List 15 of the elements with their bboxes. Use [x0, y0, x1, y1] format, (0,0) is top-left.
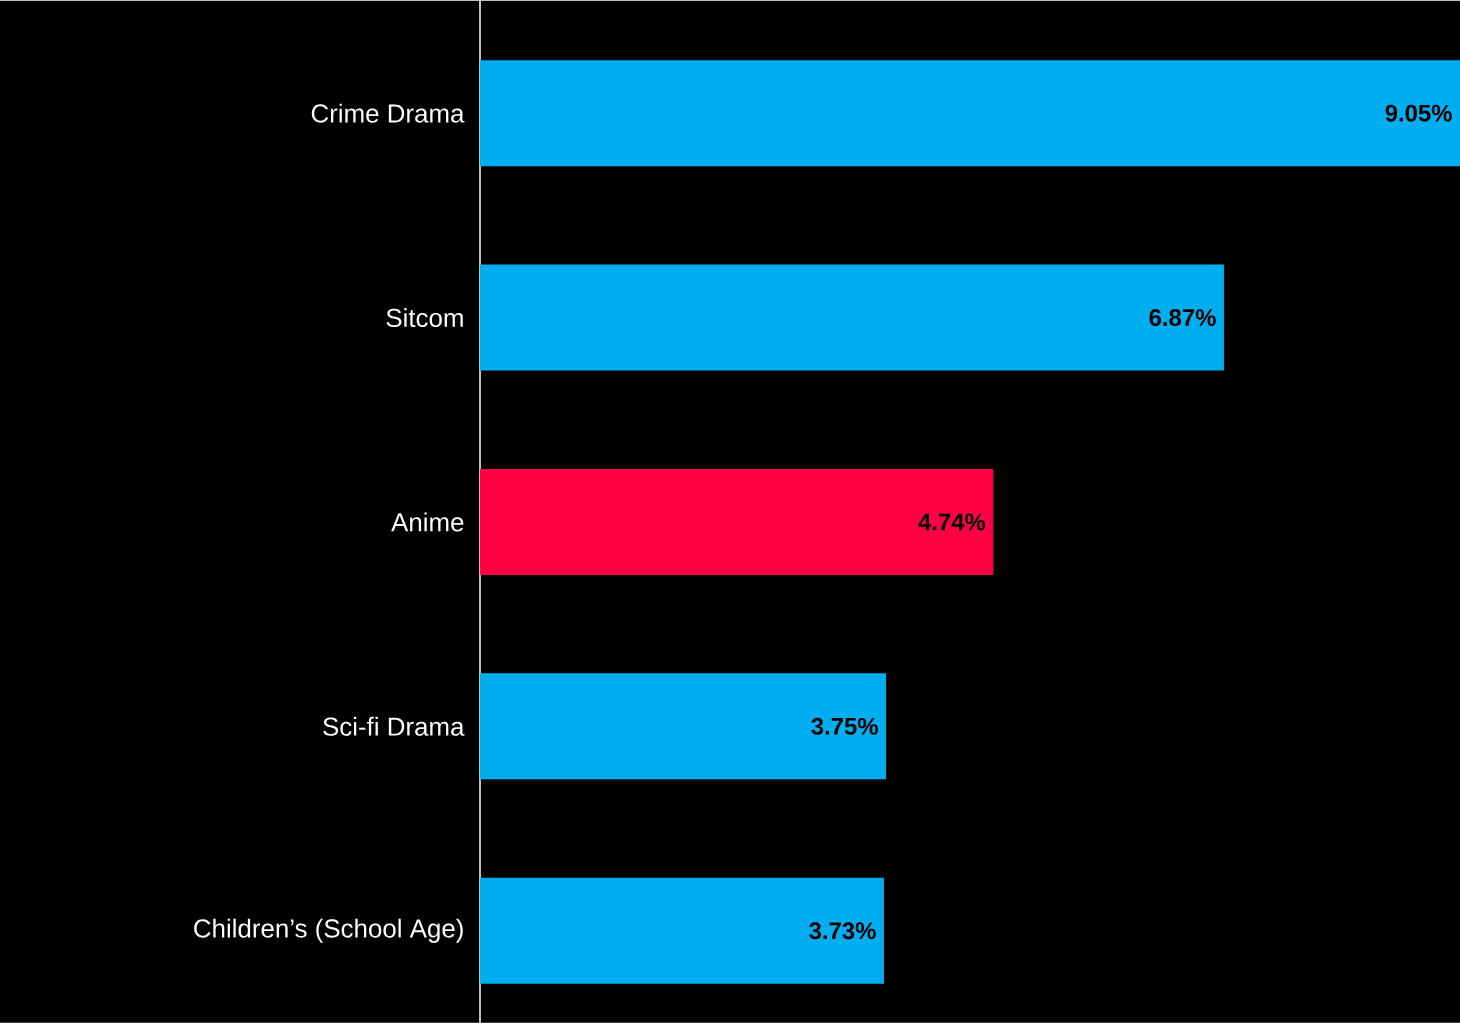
data-label: 4.74% [918, 513, 986, 531]
y-tick-label: Crime Drama [311, 103, 465, 123]
data-label: 3.73% [809, 922, 876, 939]
y-tick-label: Children’s (School Age) [194, 918, 463, 943]
bar [480, 673, 887, 780]
bar [480, 59, 1460, 166]
y-tick-label: Sitcom [386, 307, 463, 327]
data-label: 9.05% [1385, 104, 1452, 122]
y-tick-label: Sci-fi Drama [323, 716, 465, 736]
data-label: 6.87% [1149, 308, 1216, 326]
data-label: 3.75% [811, 717, 878, 735]
bar [480, 877, 884, 984]
y-tick-label: Anime [391, 512, 464, 532]
bar [480, 468, 994, 575]
bar [480, 264, 1224, 371]
